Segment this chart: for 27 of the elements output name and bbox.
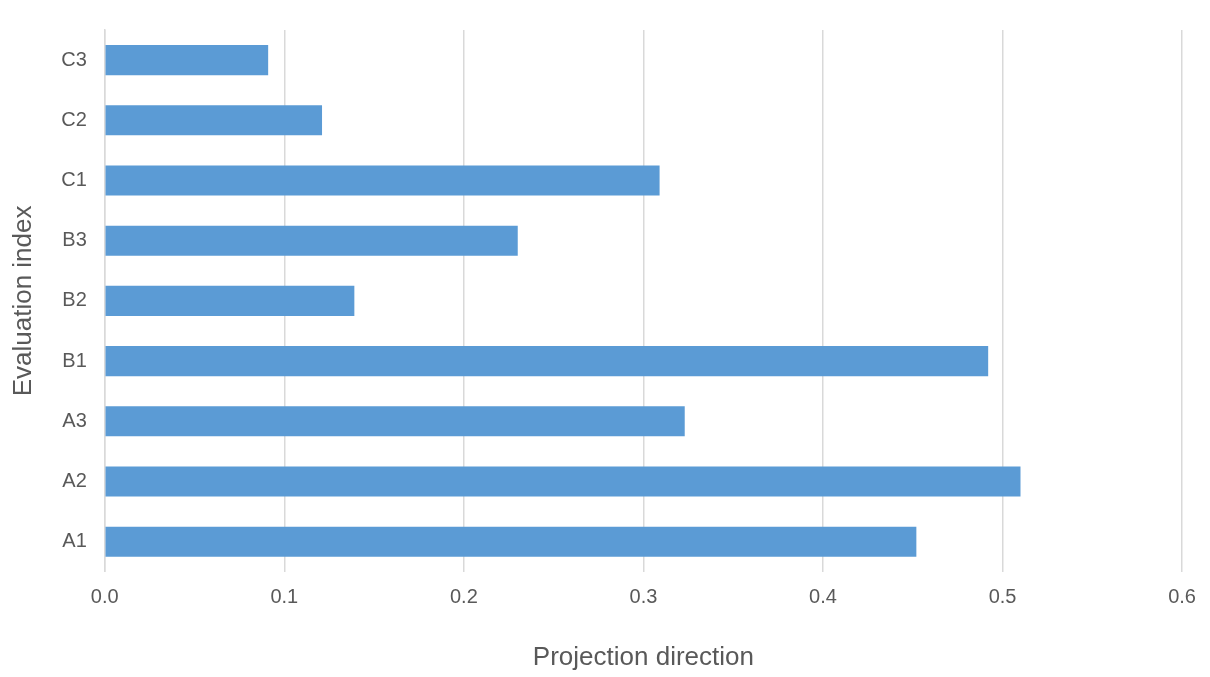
y-tick-label: A1	[62, 529, 87, 552]
x-tick-label: 0.0	[90, 585, 119, 608]
x-tick-label: 0.1	[270, 585, 299, 608]
y-tick-label: B2	[62, 288, 87, 311]
bar	[105, 285, 355, 316]
bar	[105, 105, 323, 136]
y-axis-title: Evaluation index	[6, 205, 37, 397]
bar	[105, 526, 917, 557]
x-tick-label: 0.4	[809, 585, 837, 608]
bar	[105, 346, 989, 377]
x-axis-title: Projection direction	[532, 640, 754, 671]
y-tick-label: C1	[61, 168, 87, 191]
y-tick-label: B1	[62, 348, 87, 371]
bar	[105, 165, 660, 196]
bar	[105, 225, 518, 256]
bar	[105, 45, 269, 76]
y-tick-label: C3	[61, 47, 87, 70]
x-tick-label: 0.3	[629, 585, 658, 608]
x-tick-label: 0.6	[1168, 585, 1196, 608]
bar	[105, 466, 1021, 497]
y-tick-label: B3	[62, 228, 87, 251]
x-tick-label: 0.2	[449, 585, 478, 608]
y-tick-label: C2	[61, 107, 87, 130]
y-tick-label: A2	[62, 469, 87, 492]
bar	[105, 406, 685, 437]
x-tick-label: 0.5	[988, 585, 1017, 608]
y-tick-label: A3	[62, 408, 87, 431]
